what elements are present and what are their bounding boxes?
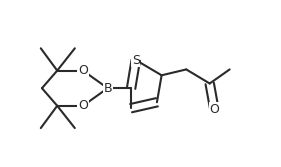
Text: B: B	[103, 82, 112, 95]
Text: O: O	[78, 64, 88, 77]
Text: S: S	[132, 54, 140, 66]
Text: O: O	[209, 103, 219, 116]
Text: O: O	[78, 99, 88, 112]
